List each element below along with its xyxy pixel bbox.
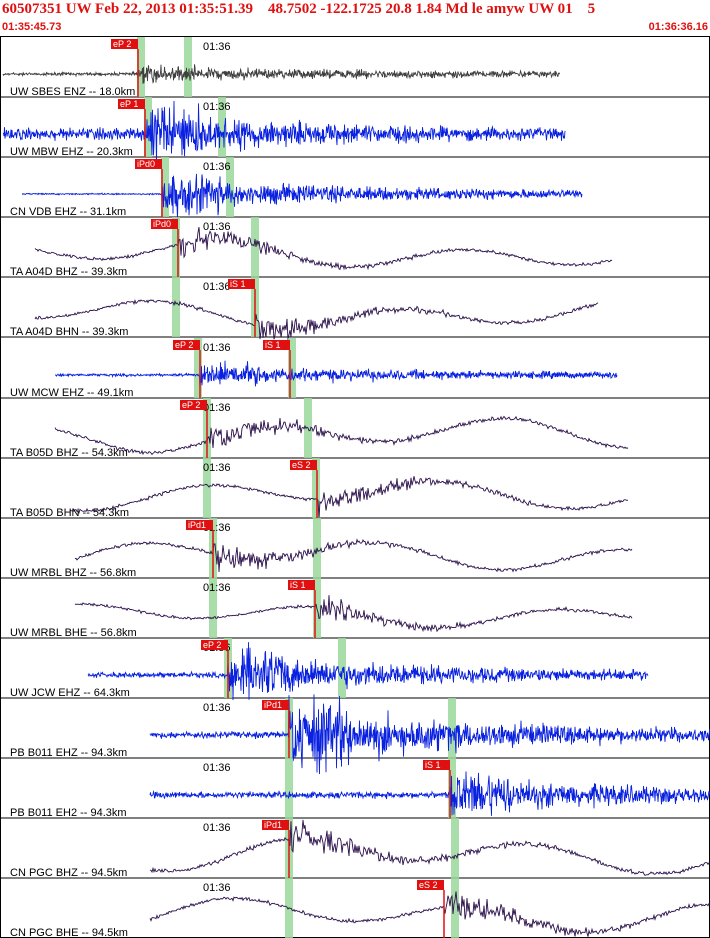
phase-pick-box[interactable] (228, 279, 255, 289)
waveform-trace (149, 771, 710, 816)
station-label: CN PGC BHE -- 94.5km (10, 927, 128, 938)
time-tick-label: 01:36 (203, 342, 231, 354)
time-tick-label: 01:36 (203, 161, 231, 173)
phase-pick-box[interactable] (180, 400, 207, 410)
phase-pick-label: iPd1 (264, 700, 282, 710)
phase-pick-label: iS 1 (290, 580, 306, 590)
phase-pick-label: eP 2 (182, 400, 200, 410)
time-tick-label: 01:36 (203, 822, 231, 834)
station-label: UW MRBL BHE -- 56.8km (10, 627, 137, 639)
phase-pick-box[interactable] (263, 340, 290, 350)
waveform-trace (2, 64, 561, 84)
waveform-trace (2, 100, 566, 163)
phase-pick-label: eP 2 (113, 39, 131, 49)
event-header-title: 60507351 UW Feb 22, 2013 01:35:51.39 48.… (2, 1, 596, 17)
time-tick-label: 01:36 (203, 281, 231, 293)
time-tick-label: 01:36 (203, 462, 231, 474)
phase-pick-box[interactable] (423, 760, 450, 770)
waveform-trace (149, 819, 710, 876)
waveform-trace (21, 173, 583, 220)
phase-pick-label: eP 2 (175, 340, 193, 350)
plot-frame (0, 36, 710, 938)
theoretical-arrival-band (172, 217, 180, 277)
waveform-trace (149, 694, 710, 775)
theoretical-arrival-band (288, 338, 296, 398)
station-label: UW MBW EHZ -- 20.3km (10, 146, 133, 158)
station-label: UW MCW EHZ -- 49.1km (10, 387, 133, 399)
phase-pick-box[interactable] (111, 39, 138, 49)
phase-pick-box[interactable] (186, 520, 213, 530)
phase-pick-label: iPd1 (264, 820, 282, 830)
waveform-trace (87, 642, 649, 701)
theoretical-arrival-band (285, 758, 293, 818)
theoretical-arrival-band (184, 37, 192, 97)
theoretical-arrival-band (338, 638, 346, 698)
phase-pick-label: eS 2 (292, 460, 311, 470)
time-tick-label: 01:36 (203, 882, 231, 894)
phase-pick-label: iS 1 (230, 279, 246, 289)
phase-pick-label: eP 1 (120, 99, 138, 109)
time-tick-label: 01:36 (203, 221, 231, 233)
phase-pick-label: iPd1 (188, 520, 206, 530)
station-label: CN VDB EHZ -- 31.1km (10, 206, 126, 218)
waveform-trace (34, 299, 599, 341)
theoretical-arrival-band (137, 37, 145, 97)
phase-pick-box[interactable] (118, 99, 145, 109)
station-label: UW JCW EHZ -- 64.3km (10, 687, 130, 699)
time-tick-label: 01:36 (203, 702, 231, 714)
station-label: TA B05D BHZ -- 54.3km (10, 447, 128, 459)
time-tick-label: 01:36 (203, 402, 231, 414)
waveform-trace (34, 227, 613, 271)
station-label: TA A04D BHN -- 39.3km (10, 326, 128, 338)
waveform-trace (70, 476, 629, 518)
station-label: PB B011 EH2 -- 94.3km (10, 807, 127, 819)
theoretical-arrival-band (172, 277, 180, 337)
phase-pick-box[interactable] (262, 700, 289, 710)
phase-pick-box[interactable] (151, 219, 178, 229)
time-tick-label: 01:36 (203, 101, 231, 113)
theoretical-arrival-band (312, 458, 320, 518)
station-label: UW SBES ENZ -- 18.0km (10, 86, 135, 98)
time-tick-label: 01:36 (203, 762, 231, 774)
theoretical-arrival-band (194, 338, 202, 398)
phase-pick-box[interactable] (135, 159, 162, 169)
theoretical-arrival-band (203, 458, 211, 518)
phase-pick-label: iPd0 (137, 159, 155, 169)
station-label: TA B05D BHN -- 54.3km (10, 507, 129, 519)
phase-pick-box[interactable] (288, 580, 315, 590)
station-label: TA A04D BHZ -- 39.3km (10, 266, 127, 278)
station-label: CN PGC BHZ -- 94.5km (10, 867, 127, 879)
waveform-trace (54, 415, 629, 456)
theoretical-arrival-band (451, 818, 459, 878)
waveform-trace (74, 595, 633, 633)
station-label: PB B011 EHZ -- 94.3km (10, 747, 127, 759)
time-tick-label: 01:36 (203, 582, 231, 594)
phase-pick-box[interactable] (201, 640, 228, 650)
phase-pick-box[interactable] (173, 340, 200, 350)
phase-pick-label: eP 2 (203, 640, 221, 650)
theoretical-arrival-band (209, 578, 217, 638)
theoretical-arrival-band (251, 217, 259, 277)
waveform-trace (74, 538, 633, 573)
time-tick-label: 01:36 (203, 41, 231, 53)
waveform-trace (54, 360, 618, 389)
window-start-time: 01:35:45.73 (2, 21, 62, 33)
station-label: UW MRBL BHZ -- 56.8km (10, 567, 136, 579)
waveform-trace (149, 891, 710, 937)
theoretical-arrival-band (448, 698, 456, 758)
theoretical-arrival-band (218, 97, 226, 157)
phase-pick-box[interactable] (290, 460, 317, 470)
phase-pick-label: eS 2 (419, 880, 438, 890)
phase-pick-box[interactable] (417, 880, 444, 890)
phase-pick-label: iPd0 (153, 219, 171, 229)
window-end-time: 01:36:36.16 (648, 21, 708, 33)
phase-pick-label: iS 1 (265, 340, 281, 350)
theoretical-arrival-band (451, 878, 459, 938)
phase-pick-label: iS 1 (425, 760, 441, 770)
phase-pick-box[interactable] (262, 820, 289, 830)
